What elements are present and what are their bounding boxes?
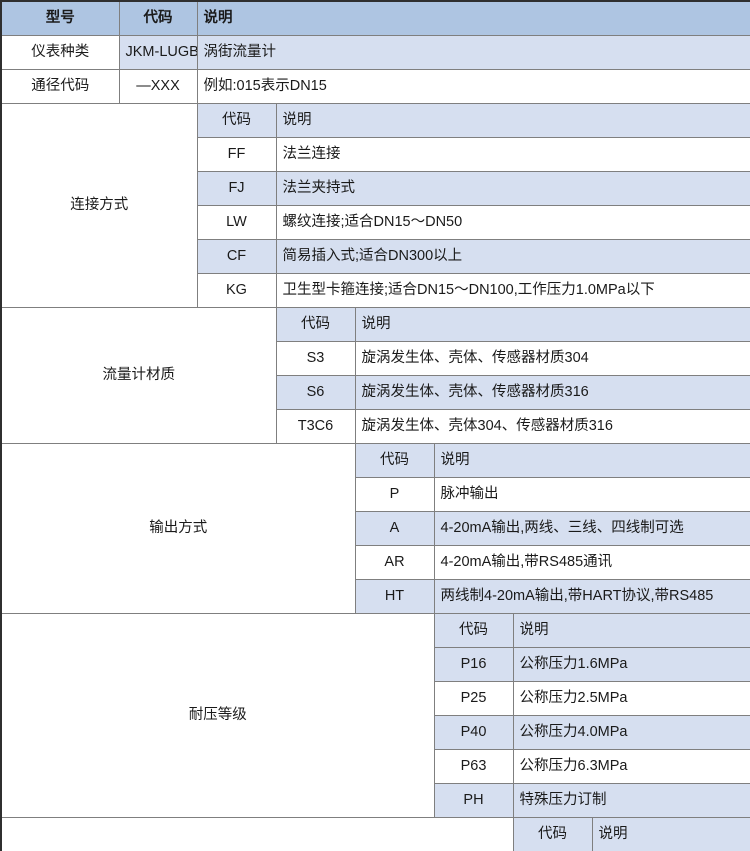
- section-subheader-code: 代码: [196, 103, 277, 138]
- cell-code: A: [354, 511, 435, 546]
- table-header-row: 型号 代码 说明: [0, 0, 750, 36]
- table-row: P40 公称压力4.0MPa: [1, 715, 750, 750]
- cell-description: 涡街流量计: [196, 35, 750, 70]
- cell-code: FF: [196, 137, 277, 172]
- cell-description: 公称压力1.6MPa: [512, 647, 750, 682]
- cell-code: P40: [433, 715, 514, 750]
- cell-description: 公称压力2.5MPa: [512, 681, 750, 716]
- cell-model: 仪表种类: [0, 35, 120, 70]
- cell-description: 4-20mA输出,带RS485通讯: [433, 545, 750, 580]
- section-subheader-code: 代码: [433, 613, 514, 648]
- cell-description: 法兰连接: [275, 137, 750, 172]
- table-row: P25 公称压力2.5MPa: [1, 681, 750, 716]
- section-header-row: 传感器耐温代码说明: [0, 817, 750, 851]
- section-subheader-code: 代码: [512, 817, 593, 851]
- section-label-0: 连接方式: [0, 103, 198, 308]
- section-label-1: 流量计材质: [0, 307, 277, 444]
- cell-description: 旋涡发生体、壳体、传感器材质316: [354, 375, 750, 410]
- cell-code: T3C6: [275, 409, 356, 444]
- cell-code: LW: [196, 205, 277, 240]
- section-subheader-description: 说明: [354, 307, 750, 342]
- cell-description: 4-20mA输出,两线、三线、四线制可选: [433, 511, 750, 546]
- cell-description: 例如:015表示DN15: [196, 69, 750, 104]
- table-row: PH 特殊压力订制: [1, 783, 750, 818]
- section-subheader-description: 说明: [275, 103, 750, 138]
- section-subheader-description: 说明: [433, 443, 750, 478]
- cell-code: CF: [196, 239, 277, 274]
- table-row: T3C6 旋涡发生体、壳体304、传感器材质316: [1, 409, 750, 444]
- cell-description: 公称压力6.3MPa: [512, 749, 750, 784]
- cell-description: 公称压力4.0MPa: [512, 715, 750, 750]
- table-row: S6 旋涡发生体、壳体、传感器材质316: [1, 375, 750, 410]
- cell-code: P: [354, 477, 435, 512]
- table-row: HT 两线制4-20mA输出,带HART协议,带RS485: [1, 579, 750, 614]
- header-description: 说明: [196, 0, 750, 36]
- section-header-row: 流量计材质 代码 说明: [0, 307, 750, 444]
- cell-code: FJ: [196, 171, 277, 206]
- cell-description: 脉冲输出: [433, 477, 750, 512]
- cell-code: HT: [354, 579, 435, 614]
- section-label-3: 耐压等级: [0, 613, 435, 818]
- cell-code: JKM-LUGB: [118, 35, 198, 70]
- table-row: P63 公称压力6.3MPa: [1, 749, 750, 784]
- cell-code: S3: [275, 341, 356, 376]
- header-model: 型号: [0, 0, 120, 36]
- cell-code: S6: [275, 375, 356, 410]
- cell-code: P25: [433, 681, 514, 716]
- cell-code: P16: [433, 647, 514, 682]
- cell-description: 两线制4-20mA输出,带HART协议,带RS485: [433, 579, 750, 614]
- cell-code: KG: [196, 273, 277, 308]
- section-subheader-description: 说明: [591, 817, 750, 851]
- cell-model: 通径代码: [0, 69, 120, 104]
- section-header-row: 耐压等级 代码 说明: [0, 613, 750, 818]
- cell-description: 卫生型卡箍连接;适合DN15～DN100,工作压力1.0MPa以下: [275, 273, 750, 308]
- cell-description: 简易插入式;适合DN300以上: [275, 239, 750, 274]
- cell-code: —XXX: [118, 69, 198, 104]
- table-row: P 脉冲输出: [1, 477, 750, 512]
- cell-code: PH: [433, 783, 514, 818]
- section-header-row: 输出方式 代码 说明: [0, 443, 750, 614]
- table-row: 通径代码 —XXX 例如:015表示DN15: [0, 69, 750, 104]
- table-row: S3 旋涡发生体、壳体、传感器材质304: [1, 341, 750, 376]
- section-label-2: 输出方式: [0, 443, 356, 614]
- cell-code: P63: [433, 749, 514, 784]
- cell-description: 螺纹连接;适合DN15～DN50: [275, 205, 750, 240]
- section-subheader-description: 说明: [512, 613, 750, 648]
- section-label-4: 传感器耐温: [0, 817, 514, 851]
- cell-description: 旋涡发生体、壳体、传感器材质304: [354, 341, 750, 376]
- cell-description: 法兰夹持式: [275, 171, 750, 206]
- section-header-row: 连接方式 代码 说明: [0, 103, 750, 308]
- section-subheader-code: 代码: [275, 307, 356, 342]
- cell-description: 特殊压力订制: [512, 783, 750, 818]
- table-row: CF 简易插入式;适合DN300以上: [1, 239, 750, 274]
- section-subheader-code: 代码: [354, 443, 435, 478]
- cell-description: 旋涡发生体、壳体304、传感器材质316: [354, 409, 750, 444]
- header-code: 代码: [118, 0, 198, 36]
- cell-code: AR: [354, 545, 435, 580]
- table-row: LW 螺纹连接;适合DN15～DN50: [1, 205, 750, 240]
- table-row: 仪表种类 JKM-LUGB 涡街流量计: [0, 35, 750, 70]
